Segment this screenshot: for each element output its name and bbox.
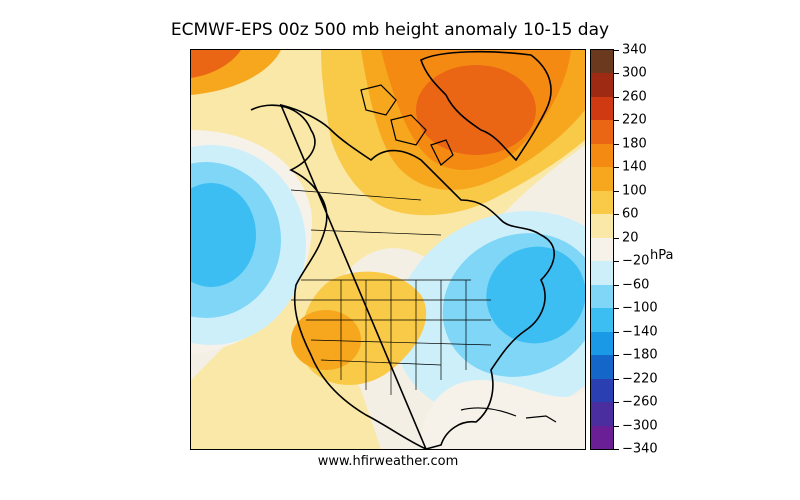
colorbar-tick-label: −180 (622, 347, 658, 363)
colorbar-tick-label: 340 (622, 42, 647, 58)
state-province-borders (290, 189, 492, 395)
colorbar-tick (614, 120, 619, 122)
colorbar-tick-label: 60 (622, 206, 639, 222)
colorbar-tick (614, 425, 619, 427)
colorbar-tick-label: −140 (622, 324, 658, 340)
greenland-outline (420, 50, 552, 162)
colorbar-tick (614, 402, 619, 404)
colorbar-tick (614, 190, 619, 192)
arctic-islands-outline (360, 84, 454, 166)
colorbar-tick (614, 331, 619, 333)
colorbar-segment (591, 425, 613, 450)
colorbar-tick (614, 214, 619, 216)
colorbar-segment (591, 261, 613, 286)
alaska-corner-core (191, 50, 241, 78)
colorbar-tick (614, 355, 619, 357)
arctic-ridge-core (416, 65, 536, 155)
colorbar-tick-label: −300 (622, 418, 658, 434)
colorbar-tick (614, 308, 619, 310)
pacific-trough-core (191, 183, 256, 287)
colorbar-tick-label: −340 (622, 441, 658, 457)
colorbar-tick-label: 220 (622, 112, 647, 128)
colorbar-tick (614, 449, 619, 450)
map-canvas (191, 50, 585, 449)
colorbar-tick-label: −100 (622, 300, 658, 316)
colorbar-segment (591, 284, 613, 309)
caribbean-islands-outline (460, 407, 557, 423)
colorbar-tick-label: −220 (622, 371, 658, 387)
colorbar-tick (614, 284, 619, 286)
map-title: ECMWF-EPS 00z 500 mb height anomaly 10-1… (170, 20, 610, 40)
colorbar-segment (591, 96, 613, 121)
colorbar (590, 49, 614, 450)
eastern-trough-core (486, 246, 585, 344)
anomaly-map (190, 49, 586, 450)
colorbar-segment (591, 378, 613, 403)
colorbar-tick-label: 20 (622, 230, 639, 246)
colorbar-segment (591, 120, 613, 145)
colorbar-segment (591, 73, 613, 98)
colorbar-tick-label: −260 (622, 394, 658, 410)
colorbar-segment (591, 190, 613, 215)
colorbar-tick-label: 260 (622, 89, 647, 105)
colorbar-tick (614, 237, 619, 239)
colorbar-tick-label: 140 (622, 159, 647, 175)
continent-outline (250, 103, 555, 449)
colorbar-tick (614, 96, 619, 98)
colorbar-segment (591, 214, 613, 239)
southwest-ridge-core (291, 310, 361, 370)
neutral-band-south (421, 380, 585, 449)
colorbar-tick-label: −20 (622, 253, 650, 269)
colorbar-tick-label: −60 (622, 277, 650, 293)
colorbar-tick (614, 73, 619, 75)
colorbar-segment (591, 50, 613, 74)
colorbar-units: hPa (650, 248, 674, 263)
colorbar-segment (591, 402, 613, 427)
colorbar-segment (591, 167, 613, 192)
colorbar-tick-label: 100 (622, 183, 647, 199)
colorbar-tick (614, 261, 619, 263)
colorbar-segment (591, 308, 613, 333)
credit-text: www.hfirweather.com (317, 454, 459, 469)
colorbar-tick-label: 180 (622, 136, 647, 152)
colorbar-tick (614, 50, 619, 51)
colorbar-segment (591, 143, 613, 168)
colorbar-tick (614, 143, 619, 145)
colorbar-segment (591, 237, 613, 262)
colorbar-tick (614, 167, 619, 169)
colorbar-tick (614, 378, 619, 380)
colorbar-segment (591, 331, 613, 356)
colorbar-tick-label: 300 (622, 65, 647, 81)
colorbar-segment (591, 355, 613, 380)
